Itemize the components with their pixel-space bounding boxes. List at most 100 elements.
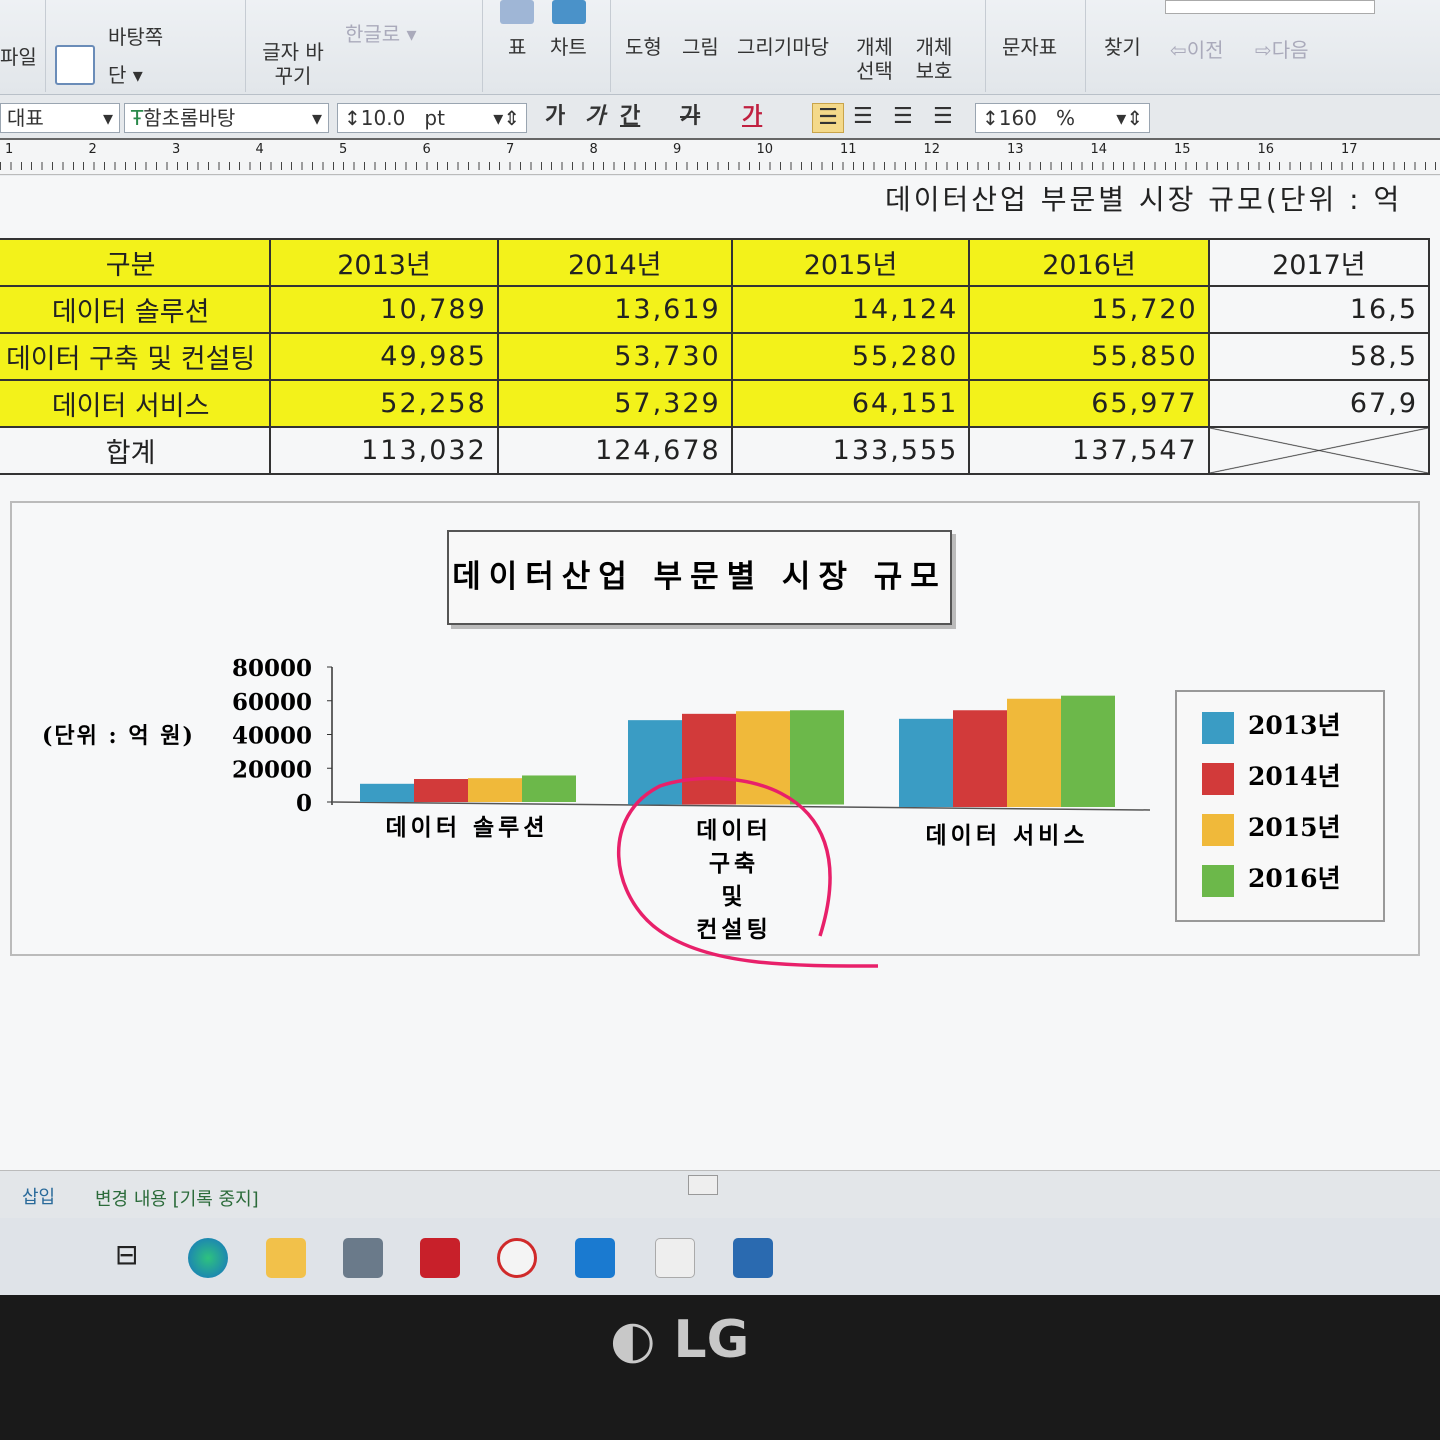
strikethrough-button[interactable]: 가	[680, 104, 701, 129]
align-center-icon[interactable]: ☰	[893, 104, 913, 129]
table-icon	[500, 0, 534, 24]
hangul-icon[interactable]	[733, 1238, 773, 1278]
bar-2013년-0[interactable]	[360, 783, 414, 802]
document-page[interactable]: 데이터산업 부문별 시장 규모(단위 : 억 구분 2013년 2014년 2015년…	[0, 176, 1440, 1170]
file-explorer-icon[interactable]	[266, 1238, 306, 1278]
table-cell: 15,720	[968, 285, 1210, 334]
x-tick-label: 데이터 구축 및 컨설팅	[696, 817, 771, 943]
align-left-icon[interactable]: ☰	[853, 104, 873, 129]
table-cell: 57,329	[496, 379, 733, 428]
table-cell: 124,678	[496, 426, 733, 475]
ruler-mark: 11	[840, 142, 857, 157]
table-cell	[1207, 426, 1431, 475]
ruler-mark: 5	[339, 142, 348, 157]
table-cell: 64,151	[730, 379, 971, 428]
chart-icon	[552, 0, 586, 24]
table-cell: 65,977	[968, 379, 1210, 428]
ribbon: 파일 바탕쪽 단 ▾ 글자 바꾸기 한글로 ▾ 표 차트 도형 그림 그리기마당…	[0, 0, 1440, 95]
ruler-mark: 14	[1090, 142, 1108, 157]
table-cell: 113,032	[269, 426, 499, 475]
table-row: 데이터 솔루션 10,789 13,619 14,124 15,720 16,5	[0, 285, 1431, 334]
bar-2015년-2[interactable]	[1007, 698, 1061, 807]
insert-mode[interactable]: 삽입	[22, 1187, 56, 1208]
underline-button[interactable]: 간	[620, 104, 641, 129]
ruler-mark: 13	[1007, 142, 1024, 157]
viewer-icon[interactable]	[655, 1238, 695, 1278]
ruler-mark: 17	[1341, 142, 1358, 157]
plot-area: 80000 60000 40000 20000 0 데이터 솔루션 데이터 서비스 데이터 구축…	[232, 655, 1151, 943]
track-changes-status[interactable]: 변경 내용 [기록 중지]	[95, 1189, 259, 1210]
edge-icon[interactable]	[188, 1238, 228, 1278]
symbol-button[interactable]: 문자표	[1002, 35, 1058, 59]
horizontal-scrollbar[interactable]	[688, 1175, 718, 1195]
row-label: 합계	[0, 426, 272, 475]
task-view-icon[interactable]: ⊟	[115, 1238, 139, 1271]
bar-2016년-1[interactable]	[790, 710, 844, 805]
chart-button[interactable]: 차트	[550, 35, 587, 59]
column-header: 구분	[0, 238, 272, 287]
file-menu[interactable]: 파일	[0, 45, 37, 69]
line-spacing-input[interactable]: ↕160 % ▾⇕	[975, 103, 1150, 133]
table-row: 합계 113,032 124,678 133,555 137,547	[0, 426, 1431, 475]
justify-icon[interactable]: ☰	[812, 103, 844, 133]
font-color-button[interactable]: 가	[742, 104, 763, 129]
app-icon[interactable]	[420, 1238, 460, 1278]
legend-swatch	[1202, 864, 1234, 897]
table-button[interactable]: 표	[508, 35, 527, 59]
ruler-mark: 2	[88, 142, 97, 157]
column-header: 2015년	[730, 238, 971, 287]
style-select[interactable]: 대표 ▾	[0, 103, 120, 133]
next-button[interactable]: ⇨다음	[1255, 38, 1309, 62]
align-right-icon[interactable]: ☰	[933, 104, 953, 129]
find-button[interactable]: 찾기	[1104, 35, 1141, 59]
page-icon	[55, 45, 95, 85]
shape-button[interactable]: 도형	[625, 35, 662, 59]
column-header: 2013년	[269, 238, 499, 287]
bar-2016년-0[interactable]	[522, 775, 576, 802]
drawing-gallery-button[interactable]: 그리기마당	[737, 35, 829, 59]
table-header-row: 구분 2013년 2014년 2015년 2016년 2017년	[0, 238, 1431, 287]
row-label: 데이터 서비스	[0, 379, 272, 428]
status-bar: 삽입 변경 내용 [기록 중지]	[0, 1170, 1440, 1218]
protect-object-button[interactable]: 개체 보호	[915, 35, 953, 83]
bar-2014년-0[interactable]	[414, 779, 468, 802]
table-cell: 55,280	[730, 332, 971, 381]
char-replace-button[interactable]: 글자 바꾸기	[262, 40, 324, 88]
store-icon[interactable]	[343, 1238, 383, 1278]
legend-swatch	[1202, 762, 1234, 795]
font-select[interactable]: Ŧ함초롬바탕 ▾	[124, 103, 329, 133]
bar-2013년-2[interactable]	[899, 718, 953, 807]
ruler-mark: 4	[255, 142, 264, 157]
mail-icon[interactable]	[575, 1238, 615, 1278]
row-label: 데이터 구축 및 컨설팅	[0, 332, 272, 381]
to-hangul-button[interactable]: 한글로 ▾	[345, 22, 417, 46]
master-page-button[interactable]: 바탕쪽	[108, 25, 164, 49]
font-size-input[interactable]: ↕10.0 pt ▾⇕	[337, 103, 527, 133]
columns-button[interactable]: 단 ▾	[108, 63, 143, 87]
chart[interactable]: 데이터산업 부문별 시장 규모 (단위 : 억 원) 80000 60000 400…	[10, 501, 1420, 956]
bar-2015년-0[interactable]	[468, 778, 522, 802]
ruler-mark: 9	[673, 142, 682, 157]
find-input[interactable]	[1165, 0, 1375, 14]
screen: 파일 바탕쪽 단 ▾ 글자 바꾸기 한글로 ▾ 표 차트 도형 그림 그리기마당…	[0, 0, 1440, 1295]
bar-2015년-1[interactable]	[736, 711, 790, 805]
sync-icon[interactable]	[497, 1238, 537, 1278]
table-cell: 52,258	[269, 379, 499, 428]
previous-button[interactable]: ⇦이전	[1170, 38, 1224, 62]
bold-button[interactable]: 가	[545, 104, 566, 129]
bar-2016년-2[interactable]	[1061, 695, 1115, 807]
ruler-mark: 1	[5, 142, 14, 157]
bar-2014년-2[interactable]	[953, 710, 1007, 807]
y-tick-label: 80000	[232, 655, 312, 682]
picture-button[interactable]: 그림	[682, 35, 719, 59]
italic-button[interactable]: 가	[585, 104, 606, 129]
ruler[interactable]: 1 2 3 4 5 6 7 8 9 10 11 12 13 14 15 16 17	[0, 140, 1440, 175]
formatting-toolbar: 대표 ▾ Ŧ함초롬바탕 ▾ ↕10.0 pt ▾⇕ 가 가 간 가 가 ☰ ☰ ☰ …	[0, 95, 1440, 140]
table-cell: 133,555	[730, 426, 971, 475]
legend-item: 2013년	[1202, 706, 1362, 746]
select-object-button[interactable]: 개체 선택	[856, 35, 893, 83]
bar-2013년-1[interactable]	[628, 720, 682, 805]
table-caption: 데이터산업 부문별 시장 규모(단위 : 억	[885, 183, 1403, 216]
bar-2014년-1[interactable]	[682, 713, 736, 805]
table-row: 데이터 서비스 52,258 57,329 64,151 65,977 67,9	[0, 379, 1431, 428]
